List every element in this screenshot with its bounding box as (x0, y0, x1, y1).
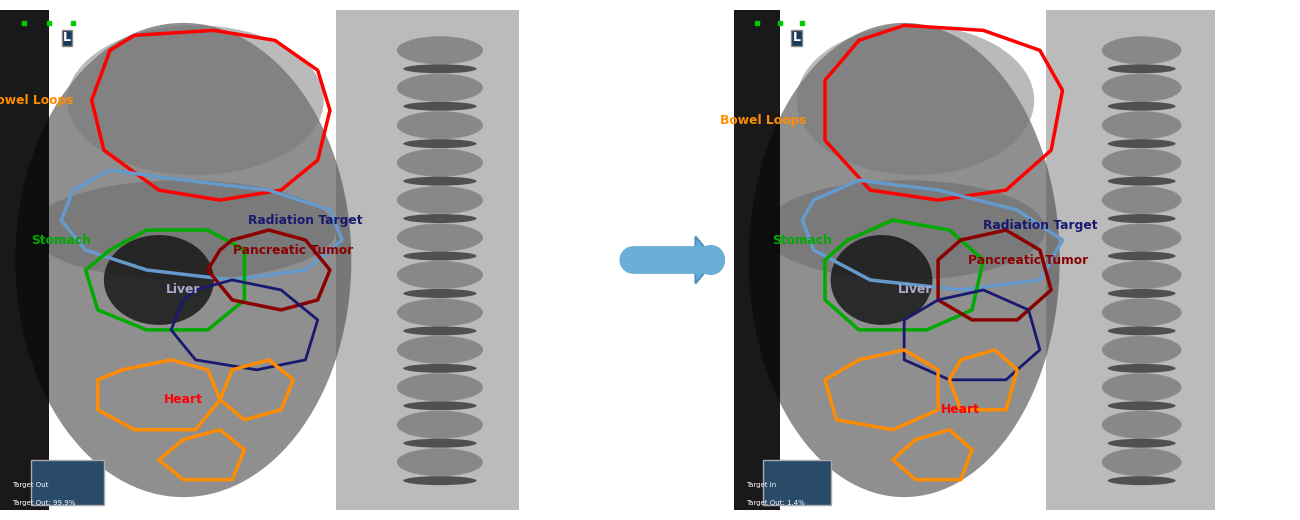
Ellipse shape (403, 139, 477, 148)
Ellipse shape (398, 448, 482, 476)
Ellipse shape (403, 401, 477, 410)
Ellipse shape (1102, 149, 1182, 176)
Ellipse shape (1102, 186, 1182, 214)
Ellipse shape (398, 411, 482, 438)
Text: Image: 159
Position: 1.20 cm
W: 540
L: 272: Image: 159 Position: 1.20 cm W: 540 L: 2… (1235, 6, 1278, 30)
Ellipse shape (1102, 298, 1182, 326)
Ellipse shape (1108, 327, 1175, 335)
Ellipse shape (1102, 336, 1182, 363)
Text: Pancreatic Tumor: Pancreatic Tumor (233, 243, 354, 256)
Ellipse shape (1108, 476, 1175, 485)
Text: L: L (64, 31, 72, 44)
Ellipse shape (16, 23, 351, 497)
Ellipse shape (30, 180, 335, 280)
Ellipse shape (1108, 214, 1175, 223)
Ellipse shape (1102, 411, 1182, 438)
Ellipse shape (1108, 139, 1175, 148)
Ellipse shape (104, 235, 213, 325)
Ellipse shape (1102, 224, 1182, 251)
Ellipse shape (398, 261, 482, 289)
Ellipse shape (1108, 364, 1175, 373)
Text: Stomach: Stomach (772, 233, 832, 246)
Ellipse shape (1108, 64, 1175, 73)
Text: Target Out: 1.4%: Target Out: 1.4% (746, 500, 805, 505)
Ellipse shape (403, 364, 477, 373)
Ellipse shape (403, 64, 477, 73)
Ellipse shape (749, 23, 1060, 497)
Ellipse shape (398, 111, 482, 139)
Text: L: L (793, 31, 801, 44)
Text: Pancreatic Tumor: Pancreatic Tumor (968, 253, 1088, 266)
Text: Bowel Loops: Bowel Loops (0, 94, 74, 107)
Ellipse shape (403, 214, 477, 223)
Ellipse shape (398, 36, 482, 64)
Ellipse shape (398, 186, 482, 214)
Text: Stomach: Stomach (31, 233, 91, 246)
Text: Radiation Target: Radiation Target (248, 214, 363, 227)
Text: Target In: Target In (746, 482, 776, 488)
Ellipse shape (1102, 261, 1182, 289)
Ellipse shape (1108, 177, 1175, 186)
Text: Image: 42
Position: 1.20 cm
W: 540
L: 272: Image: 42 Position: 1.20 cm W: 540 L: 27… (545, 6, 586, 30)
Bar (734, 10, 780, 510)
Text: Target Out: Target Out (12, 482, 48, 488)
Ellipse shape (1102, 373, 1182, 401)
Ellipse shape (398, 298, 482, 326)
Ellipse shape (403, 252, 477, 261)
Ellipse shape (1108, 252, 1175, 261)
Bar (1045, 10, 1216, 510)
Ellipse shape (1108, 439, 1175, 448)
Ellipse shape (1102, 36, 1182, 64)
Ellipse shape (1108, 401, 1175, 410)
Ellipse shape (1108, 102, 1175, 111)
Ellipse shape (1102, 448, 1182, 476)
Bar (335, 10, 520, 510)
Text: Bowel Loops: Bowel Loops (719, 114, 806, 127)
Ellipse shape (403, 102, 477, 111)
Ellipse shape (1102, 74, 1182, 101)
Bar (0, 10, 49, 510)
FancyArrow shape (630, 237, 715, 283)
Text: Heart: Heart (164, 393, 203, 406)
Ellipse shape (403, 439, 477, 448)
Ellipse shape (403, 476, 477, 485)
FancyBboxPatch shape (763, 460, 831, 504)
Text: Liver: Liver (166, 283, 200, 296)
Ellipse shape (831, 235, 932, 325)
Ellipse shape (398, 74, 482, 101)
Ellipse shape (1108, 289, 1175, 298)
Text: Radiation Target: Radiation Target (983, 218, 1097, 231)
Ellipse shape (398, 224, 482, 251)
Ellipse shape (403, 177, 477, 186)
Ellipse shape (1102, 111, 1182, 139)
Ellipse shape (403, 327, 477, 335)
FancyBboxPatch shape (30, 460, 104, 504)
Ellipse shape (398, 373, 482, 401)
Text: Heart: Heart (941, 404, 980, 416)
Text: Liver: Liver (898, 283, 932, 296)
Text: Target Out: 99.9%: Target Out: 99.9% (12, 500, 75, 505)
Ellipse shape (68, 25, 324, 175)
Ellipse shape (763, 180, 1045, 280)
Ellipse shape (398, 336, 482, 363)
Ellipse shape (797, 25, 1035, 175)
Ellipse shape (403, 289, 477, 298)
Ellipse shape (398, 149, 482, 176)
